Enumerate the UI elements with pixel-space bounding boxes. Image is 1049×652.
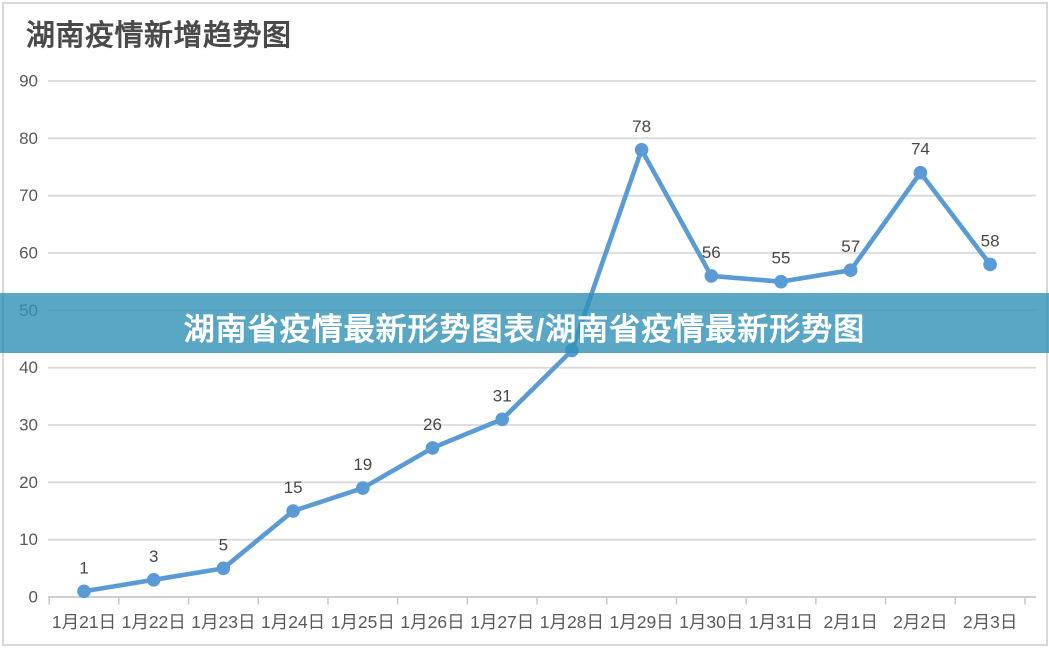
y-axis-label: 80	[19, 129, 38, 148]
x-axis-label: 1月23日	[191, 612, 255, 632]
data-point-marker	[146, 573, 161, 587]
data-point-marker	[983, 257, 997, 272]
data-point-marker	[286, 504, 300, 518]
data-point-label: 15	[284, 478, 303, 497]
x-axis-label: 1月28日	[540, 612, 604, 632]
x-axis-label: 2月2日	[893, 612, 947, 632]
x-axis-label: 1月25日	[331, 612, 395, 632]
data-point-label: 74	[911, 140, 930, 159]
y-axis-label: 90	[19, 72, 38, 91]
data-point-marker	[634, 143, 649, 157]
x-axis-label: 1月30日	[679, 612, 743, 632]
x-axis-label: 2月1日	[823, 612, 877, 632]
data-point-label: 19	[353, 455, 372, 474]
x-axis-label: 1月29日	[609, 612, 673, 632]
x-axis-label: 1月31日	[749, 612, 813, 632]
y-axis-label: 70	[19, 186, 38, 205]
y-axis-label: 0	[29, 588, 38, 607]
x-axis-label: 1月24日	[261, 612, 325, 632]
data-point-label: 31	[493, 386, 512, 405]
data-point-marker	[843, 263, 858, 278]
y-axis-label: 60	[19, 244, 38, 263]
data-point-marker	[774, 274, 788, 289]
data-point-marker	[425, 441, 440, 455]
x-axis-label: 1月27日	[470, 612, 534, 632]
data-point-label: 1	[79, 558, 88, 577]
watermark-banner: 湖南省疫情最新形势图表/湖南省疫情最新形势图	[0, 293, 1049, 353]
data-point-label: 55	[772, 249, 791, 268]
watermark-text: 湖南省疫情最新形势图表/湖南省疫情最新形势图	[183, 312, 866, 347]
data-point-label: 78	[632, 117, 651, 136]
x-axis-label: 1月21日	[52, 612, 116, 632]
data-point-label: 56	[702, 243, 721, 262]
data-point-label: 57	[841, 237, 860, 256]
y-axis-label: 10	[19, 530, 38, 549]
chart-title: 湖南疫情新增趋势图	[26, 20, 292, 52]
data-point-label: 58	[981, 231, 1000, 250]
data-point-label: 3	[149, 547, 158, 566]
data-point-marker	[495, 412, 510, 427]
data-point-marker	[704, 269, 719, 283]
y-axis-label: 40	[19, 358, 38, 377]
data-point-label: 5	[219, 535, 228, 554]
x-axis-label: 1月26日	[400, 612, 464, 632]
data-point-label: 26	[423, 415, 442, 434]
data-point-marker	[216, 561, 231, 576]
y-axis-label: 30	[19, 416, 38, 435]
y-axis-label: 20	[19, 473, 38, 492]
data-point-marker	[77, 584, 91, 599]
data-point-marker	[913, 165, 928, 180]
x-axis-label: 1月22日	[122, 612, 186, 632]
data-point-marker	[356, 481, 370, 495]
x-axis-label: 2月3日	[963, 612, 1017, 632]
series-line	[81, 147, 993, 594]
